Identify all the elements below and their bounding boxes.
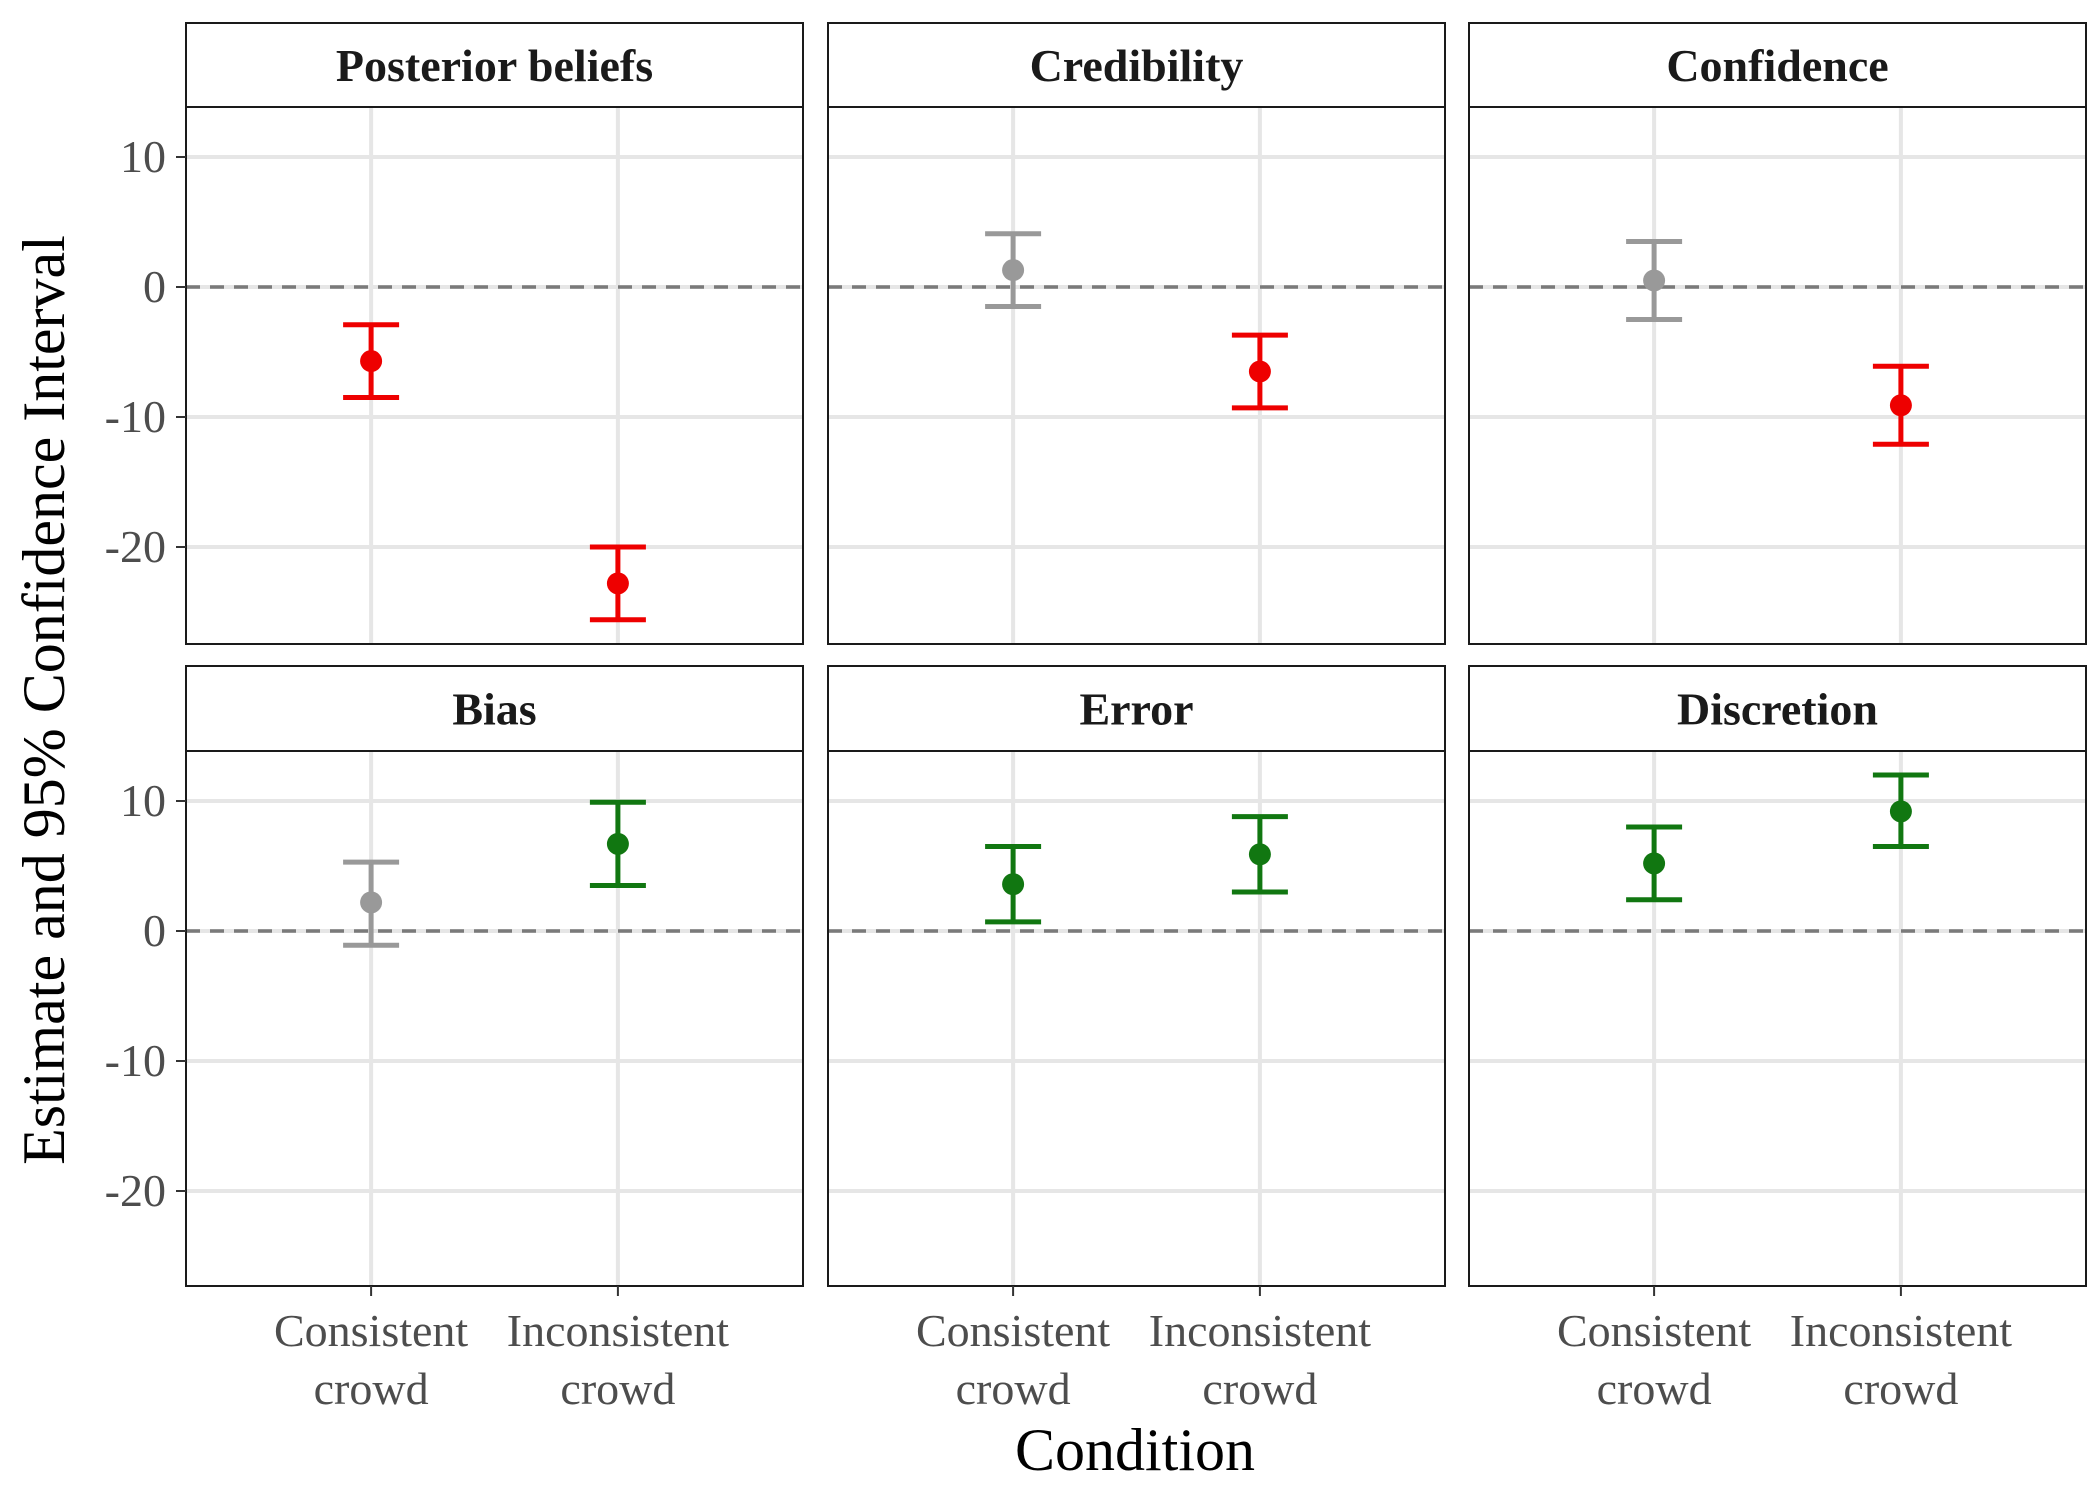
error-bar-point [589, 544, 646, 623]
estimate-point [606, 572, 629, 595]
error-bar-point [1231, 332, 1288, 411]
x-tick-label-line: crowd [1843, 1363, 1958, 1414]
panel-strip [827, 22, 1446, 108]
error-bar-point [1626, 824, 1683, 903]
y-tick-label: 0 [143, 905, 166, 956]
x-tick-label-line: Inconsistent [1149, 1305, 1372, 1356]
y-tick-label: -20 [105, 521, 166, 572]
panel-title: Discretion [1677, 684, 1878, 735]
x-tick-label: Consistent crowd [916, 1305, 1110, 1414]
x-axis-title: Condition [1015, 1417, 1255, 1483]
panel-border [185, 750, 804, 1287]
panels-layer: Posterior beliefs Credibility Confidence Bi… [185, 22, 2087, 1287]
estimate-point [1248, 360, 1271, 383]
x-tick-label: Inconsistent crowd [1149, 1305, 1372, 1414]
y-tick-label: 10 [120, 775, 166, 826]
panel-border [1468, 750, 2087, 1287]
panel: Bias [185, 665, 804, 1287]
panel-border [1468, 106, 2087, 645]
error-bar-point [1872, 772, 1929, 849]
estimate-point [360, 891, 383, 914]
error-bar-point [1872, 363, 1929, 447]
estimate-point [360, 350, 383, 373]
x-tick-label-line: Inconsistent [507, 1305, 730, 1356]
x-tick-label: Inconsistent crowd [1790, 1305, 2013, 1414]
x-tick-label-line: crowd [1597, 1363, 1712, 1414]
estimate-point [606, 832, 629, 855]
panel-strip [185, 665, 804, 752]
panel-title: Error [1079, 684, 1193, 735]
y-axis-title: Estimate and 95% Confidence Interval [11, 235, 77, 1165]
x-tick-label-line: Consistent [274, 1305, 468, 1356]
estimate-point [1002, 873, 1025, 896]
panel-strip [827, 665, 1446, 752]
panel-title: Credibility [1030, 40, 1244, 91]
panel-strip [1468, 22, 2087, 108]
y-tick-label: -10 [105, 391, 166, 442]
panel-strip [1468, 665, 2087, 752]
x-tick-label-line: Inconsistent [1790, 1305, 2013, 1356]
panel: Credibility [827, 22, 1446, 645]
y-axis: 10 0 -10 -20 10 0 -10 -20 [105, 131, 186, 1216]
x-tick-label-line: crowd [314, 1363, 429, 1414]
panel-border [185, 106, 804, 645]
error-bar-point [343, 322, 400, 400]
panel: Discretion [1468, 665, 2087, 1287]
estimate-point [1248, 843, 1271, 866]
x-tick-label: Inconsistent crowd [507, 1305, 730, 1414]
panel-border [827, 106, 1446, 645]
x-tick-label-line: Consistent [916, 1305, 1110, 1356]
error-bar-point [1626, 239, 1683, 322]
panel-strip [185, 22, 804, 108]
estimate-point [1643, 852, 1666, 875]
panel: Confidence [1468, 22, 2087, 645]
x-tick-label-line: crowd [956, 1363, 1071, 1414]
y-tick-label: 0 [143, 261, 166, 312]
error-bar-point [343, 859, 400, 948]
estimate-point [1643, 269, 1666, 292]
x-tick-label-line: Consistent [1557, 1305, 1751, 1356]
estimate-point [1889, 800, 1912, 823]
y-tick-label: -20 [105, 1165, 166, 1216]
panel-title: Bias [452, 684, 536, 735]
panel-border [827, 750, 1446, 1287]
estimate-point [1889, 394, 1912, 417]
x-tick-label: Consistent crowd [1557, 1305, 1751, 1414]
estimate-point [1002, 259, 1025, 282]
error-bar-point [589, 799, 646, 888]
panel: Error [827, 665, 1446, 1287]
panel-title: Confidence [1666, 40, 1888, 91]
y-tick-label: -10 [105, 1035, 166, 1086]
x-tick-label-line: crowd [560, 1363, 675, 1414]
panel: Posterior beliefs [185, 22, 804, 645]
error-bar-point [985, 231, 1042, 309]
x-tick-label-line: crowd [1202, 1363, 1317, 1414]
panel-title: Posterior beliefs [336, 40, 653, 91]
x-tick-label: Consistent crowd [274, 1305, 468, 1414]
error-bar-point [1231, 814, 1288, 895]
y-tick-label: 10 [120, 131, 166, 182]
error-bar-point [985, 844, 1042, 925]
